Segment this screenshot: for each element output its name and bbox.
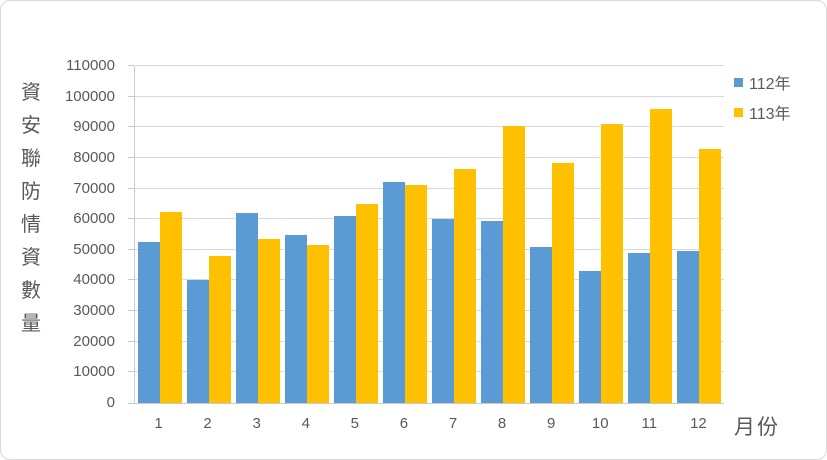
chart-legend: 112年 113年 xyxy=(734,67,791,127)
x-axis-tick-label: 3 xyxy=(252,415,261,432)
bar-112年-month-9 xyxy=(530,246,553,403)
bar-113年-month-10 xyxy=(601,124,624,403)
y-axis-title-char: 資 xyxy=(21,247,41,269)
x-axis-title: 月份 xyxy=(734,416,780,439)
y-axis-tick-label: 30000 xyxy=(73,302,115,320)
bar-112年-month-5 xyxy=(333,216,356,403)
bar-112年-month-4 xyxy=(284,234,307,403)
y-axis-title: 資安聯防情資數量 xyxy=(17,77,45,341)
plot-area xyxy=(128,65,724,404)
y-axis-title-char: 數 xyxy=(21,280,41,302)
y-axis-title-char: 量 xyxy=(21,313,41,335)
gridline xyxy=(135,279,724,281)
bar-113年-month-2 xyxy=(208,255,231,403)
bar-112年-month-1 xyxy=(137,242,160,403)
y-axis-tick-mark xyxy=(128,279,134,281)
gridline xyxy=(135,371,724,373)
bar-113年-month-5 xyxy=(355,203,378,403)
gridline xyxy=(135,65,724,66)
y-axis-title-char: 聯 xyxy=(21,148,41,170)
gridline xyxy=(135,310,724,312)
y-axis-title-char: 防 xyxy=(21,181,41,203)
bar-113年-month-7 xyxy=(454,168,476,403)
y-axis-tick-label: 50000 xyxy=(73,240,115,258)
x-axis-tick-label: 2 xyxy=(203,415,212,432)
bar-113年-month-9 xyxy=(552,162,575,403)
y-axis-tick-mark xyxy=(128,340,134,342)
y-axis-tick-label: 0 xyxy=(106,394,115,411)
x-axis-tick-label: 1 xyxy=(154,415,163,432)
bar-112年-month-8 xyxy=(481,220,504,403)
bar-112年-month-11 xyxy=(628,252,651,403)
legend-swatch-icon xyxy=(734,77,743,87)
gridline xyxy=(135,156,724,158)
y-axis-tick-mark xyxy=(128,310,134,312)
y-axis-tick-mark xyxy=(128,371,134,373)
legend-label: 112年 xyxy=(749,76,791,93)
gridline xyxy=(135,248,724,250)
x-axis-tick-label: 4 xyxy=(301,415,310,432)
bar-113年-month-1 xyxy=(159,211,182,403)
y-axis-title-char: 資 xyxy=(21,82,41,104)
bar-112年-month-6 xyxy=(382,182,405,403)
x-axis-tick-label: 8 xyxy=(497,415,507,432)
x-axis-tick-label: 9 xyxy=(546,415,556,432)
y-axis-tick-label: 70000 xyxy=(73,179,115,197)
legend-item-112年: 112年 xyxy=(734,67,791,97)
y-axis-tick-label: 110000 xyxy=(66,57,115,74)
legend-label: 113年 xyxy=(749,106,791,123)
y-axis-tick-mark xyxy=(128,95,134,97)
bar-112年-month-10 xyxy=(579,271,602,403)
legend-swatch-icon xyxy=(734,107,743,117)
x-axis-tick-label: 6 xyxy=(399,415,409,432)
y-axis-tick-mark xyxy=(128,65,134,66)
bar-113年-month-3 xyxy=(257,239,280,403)
gridline xyxy=(135,187,724,189)
y-axis-tick-label: 10000 xyxy=(73,363,115,381)
y-axis-title-char: 安 xyxy=(21,115,41,137)
bar-113年-month-4 xyxy=(306,245,329,403)
x-axis-tick-label: 10 xyxy=(591,415,609,432)
x-axis-tick-label: 5 xyxy=(350,415,359,432)
y-axis-tick-label: 40000 xyxy=(73,271,115,289)
y-axis-tick-label: 90000 xyxy=(73,118,115,136)
y-axis-tick-label: 80000 xyxy=(73,148,115,166)
bar-113年-month-11 xyxy=(650,108,673,403)
bar-112年-month-3 xyxy=(235,213,258,403)
y-axis-tick-mark xyxy=(128,248,134,250)
gridline xyxy=(135,340,724,342)
y-axis-tick-label: 60000 xyxy=(73,210,115,228)
bar-112年-month-2 xyxy=(186,280,209,403)
y-axis-tick-mark xyxy=(128,218,134,220)
bar-112年-month-7 xyxy=(432,219,454,403)
bar-113年-month-8 xyxy=(503,125,526,403)
y-axis-tick-label: 20000 xyxy=(73,332,115,350)
y-axis-tick-mark xyxy=(128,126,134,128)
bar-112年-month-12 xyxy=(677,251,700,403)
bar-113年-month-6 xyxy=(404,185,427,403)
gridline xyxy=(135,126,724,128)
y-axis-tick-mark xyxy=(128,187,134,189)
x-axis-tick-label: 12 xyxy=(690,415,707,432)
bar-113年-month-12 xyxy=(699,148,722,403)
y-axis-tick-mark xyxy=(128,403,134,404)
x-axis-tick-label: 7 xyxy=(448,415,458,432)
gridline xyxy=(135,218,724,220)
gridline xyxy=(135,95,724,97)
y-axis-tick-mark xyxy=(128,156,134,158)
y-axis-title-char: 情 xyxy=(21,214,41,236)
legend-item-113年: 113年 xyxy=(734,97,791,127)
x-axis-tick-label: 11 xyxy=(641,415,658,432)
y-axis-tick-label: 100000 xyxy=(64,87,115,105)
